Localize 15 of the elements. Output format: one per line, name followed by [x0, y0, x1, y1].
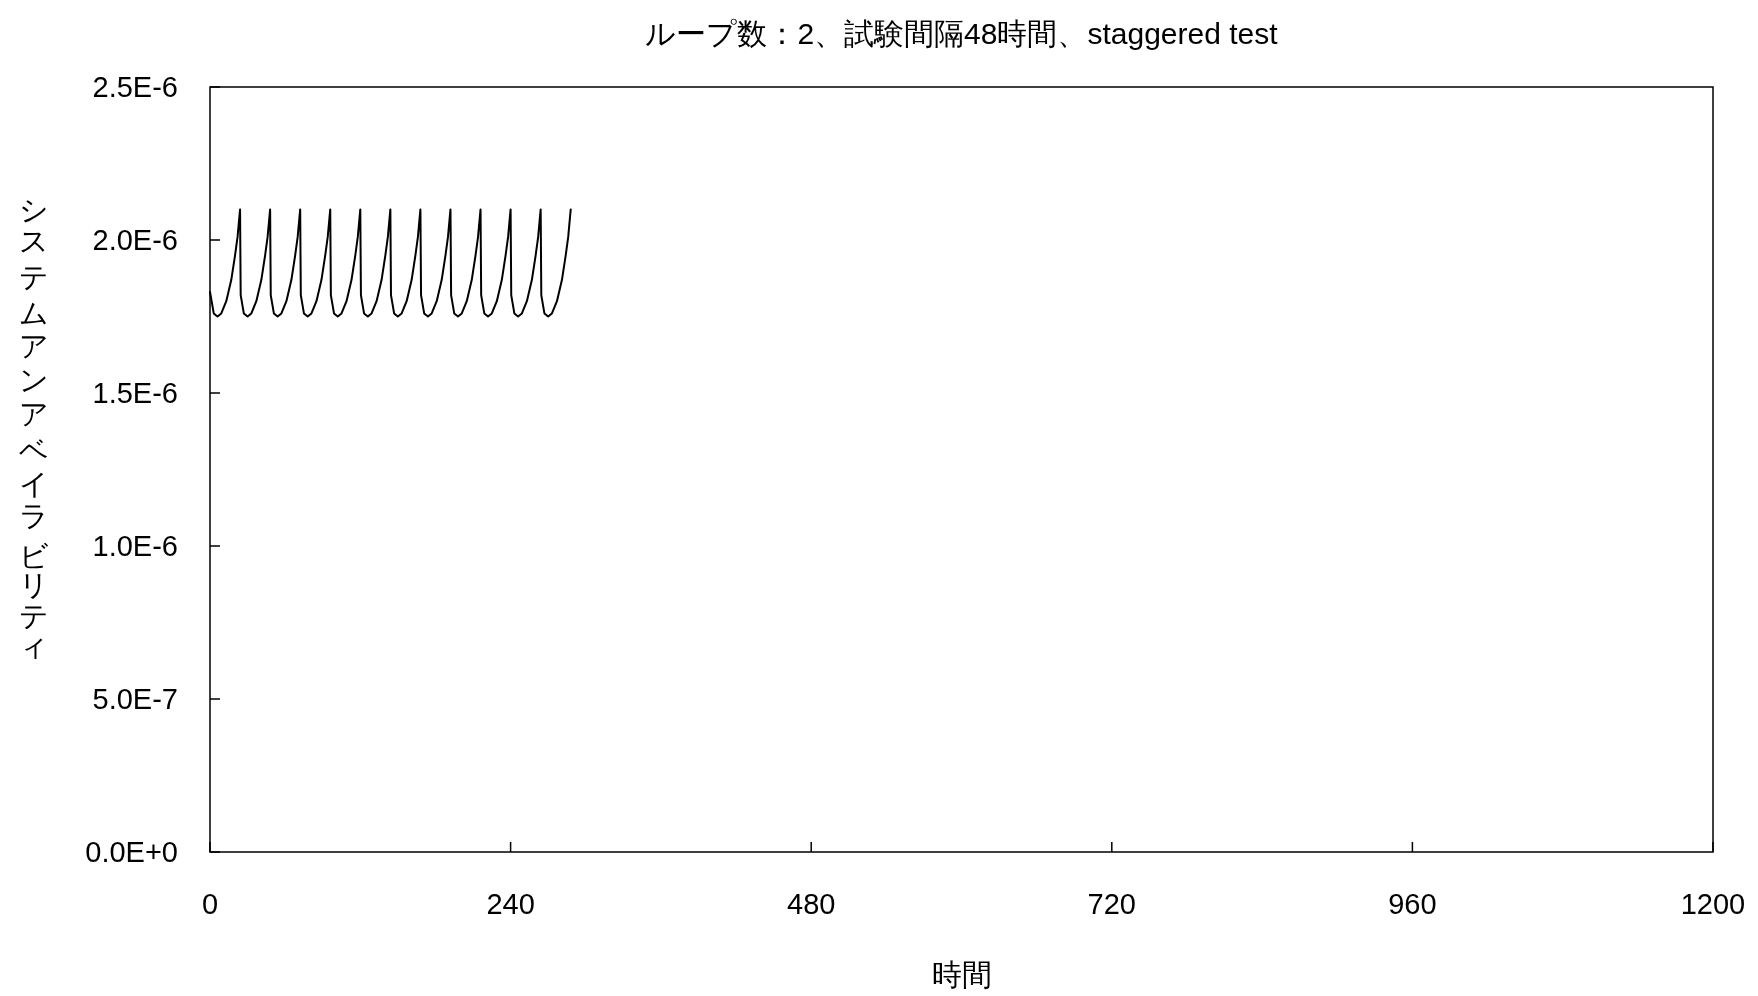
x-tick-label: 240 [486, 888, 535, 920]
x-tick-label: 1200 [1680, 888, 1746, 920]
y-tick-label: 2.5E-6 [92, 71, 178, 103]
y-tick-label: 2.0E-6 [92, 224, 178, 256]
y-tick-label: 1.5E-6 [92, 377, 178, 409]
x-tick-label: 480 [787, 888, 836, 920]
y-axis-title: システムアンアベイラビリティ [18, 180, 50, 660]
x-tick-label: 720 [1087, 888, 1136, 920]
x-axis-title: 時間 [931, 958, 992, 991]
y-tick-label: 0.0E+0 [85, 836, 178, 868]
x-tick-label: 960 [1388, 888, 1437, 920]
y-tick-label: 5.0E-7 [92, 683, 178, 715]
y-tick-label: 1.0E-6 [92, 530, 178, 562]
x-tick-label: 0 [201, 888, 219, 920]
chart-title: ループ数：2、試験間隔48時間、staggered test [645, 17, 1279, 50]
